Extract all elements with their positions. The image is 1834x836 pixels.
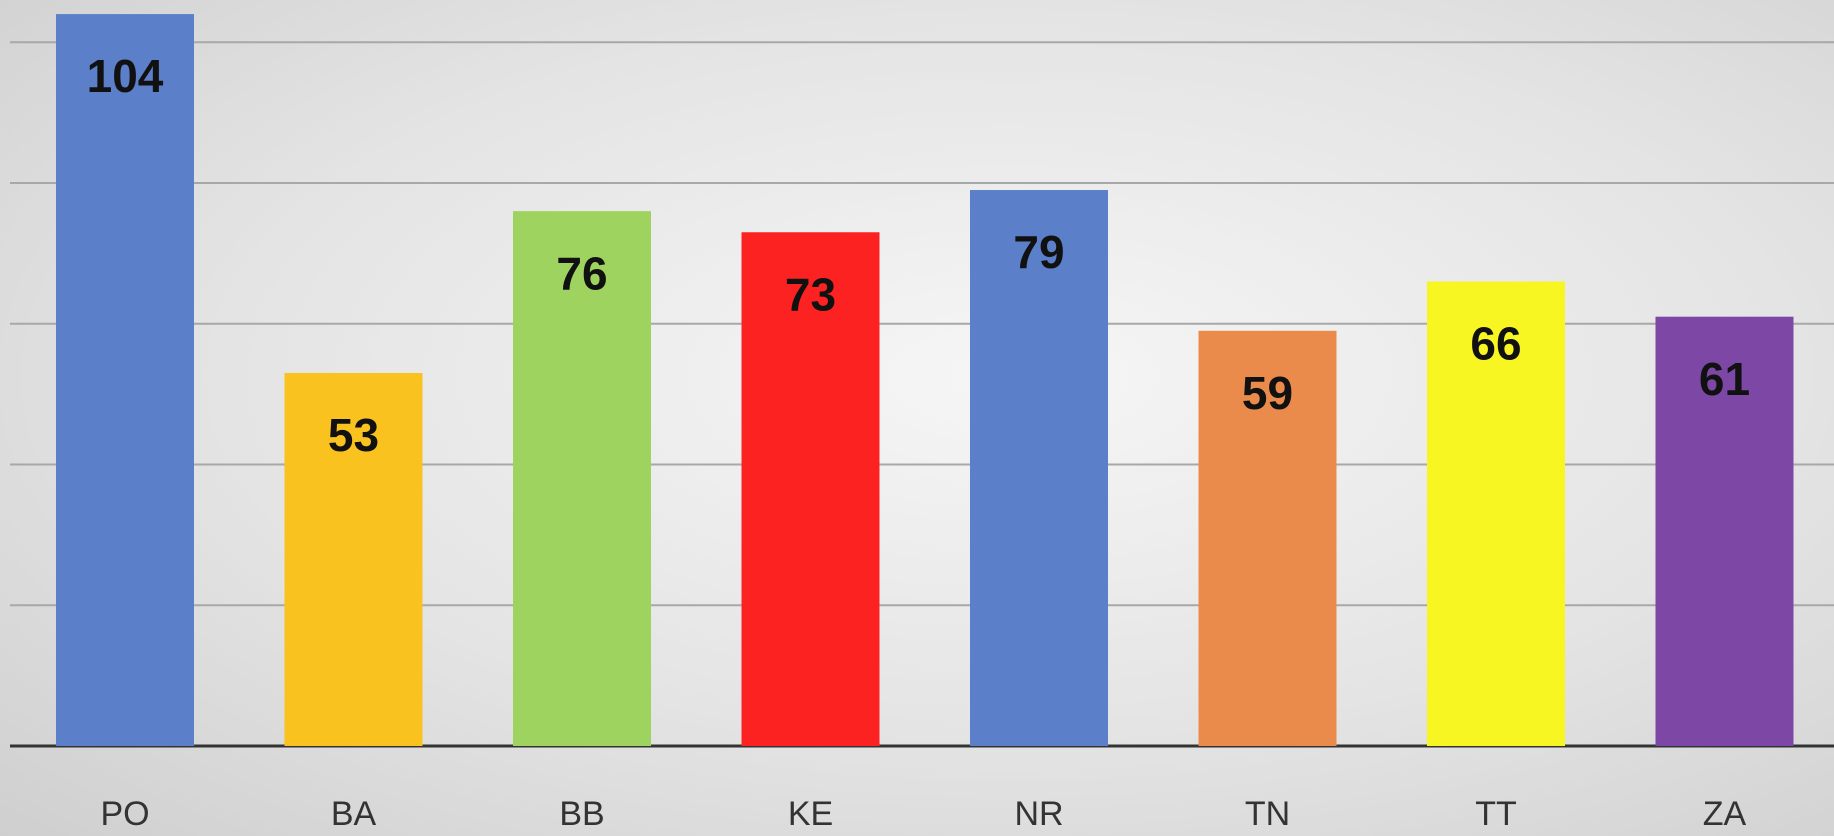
bar bbox=[1198, 330, 1337, 746]
bar bbox=[284, 373, 423, 746]
value-label: 53 bbox=[328, 409, 379, 461]
x-tick-label: NR bbox=[1014, 795, 1063, 833]
x-tick-label: BB bbox=[559, 795, 604, 833]
value-label: 104 bbox=[87, 50, 164, 102]
x-tick-label: KE bbox=[788, 795, 833, 833]
value-label: 79 bbox=[1013, 226, 1064, 278]
bar bbox=[513, 211, 651, 746]
value-label: 76 bbox=[556, 247, 607, 299]
bar bbox=[970, 190, 1108, 747]
x-tick-label: PO bbox=[100, 795, 149, 833]
bar bbox=[1427, 281, 1565, 746]
value-label: 73 bbox=[785, 268, 836, 320]
x-tick-label: TT bbox=[1475, 795, 1517, 833]
value-label: 66 bbox=[1470, 318, 1521, 370]
value-label: 61 bbox=[1699, 353, 1750, 405]
bar bbox=[56, 14, 194, 746]
x-tick-label: BA bbox=[331, 795, 377, 833]
x-tick-label: ZA bbox=[1703, 795, 1747, 833]
x-tick-label: TN bbox=[1245, 795, 1290, 833]
bar bbox=[741, 232, 880, 746]
bar bbox=[1655, 316, 1794, 746]
value-label: 59 bbox=[1242, 367, 1293, 419]
